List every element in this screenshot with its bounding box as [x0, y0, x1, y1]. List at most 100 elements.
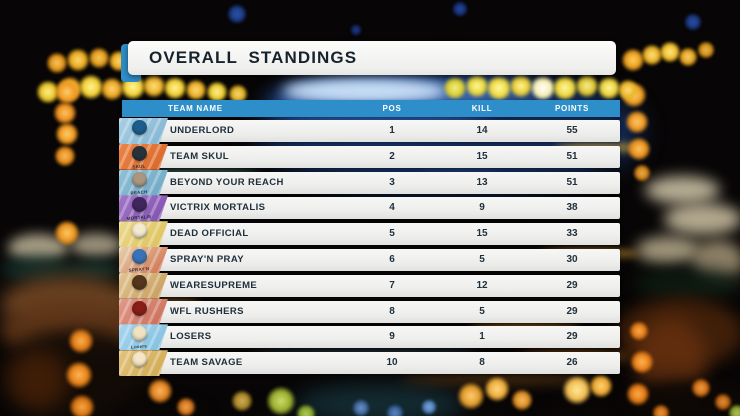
table-row: MORTALIS VICTRIX MORTALIS 4 9 38 — [119, 195, 620, 222]
bokeh-light — [53, 101, 77, 125]
bokeh-light — [486, 75, 512, 101]
team-name: UNDERLORD — [170, 125, 235, 136]
bokeh-light — [65, 361, 93, 389]
stage-light-blob — [68, 260, 122, 280]
bokeh-light — [562, 375, 592, 405]
table-row: DEAD OFFICIAL 5 15 33 — [119, 221, 620, 248]
table-header: TEAM NAME POS KILL POINTS — [122, 100, 620, 117]
column-header-kill: KILL — [471, 104, 493, 113]
table-row: SKUL TEAM SKUL 2 15 51 — [119, 143, 620, 170]
stage-light-blob — [634, 268, 740, 300]
bokeh-light — [54, 79, 80, 105]
team-points: 29 — [566, 279, 578, 291]
bokeh-light — [227, 4, 247, 24]
team-kill: 12 — [476, 279, 488, 291]
stage-light-blob — [450, 80, 540, 102]
bokeh-light — [714, 393, 732, 411]
bokeh-light — [266, 386, 296, 416]
bokeh-light — [69, 394, 95, 416]
team-points: 55 — [566, 125, 578, 136]
team-kill: 15 — [476, 150, 488, 162]
column-header-team-name: TEAM NAME — [168, 104, 223, 113]
team-logo-icon — [132, 120, 147, 135]
stage-light-blob — [664, 203, 740, 235]
stage-light-blob — [618, 298, 740, 368]
team-kill: 15 — [476, 228, 488, 240]
bokeh-light — [697, 41, 715, 59]
team-kill: 9 — [479, 202, 485, 214]
team-kill: 5 — [479, 254, 485, 265]
stage-light-blob — [248, 403, 323, 416]
bokeh-light — [625, 110, 649, 134]
bokeh-light — [457, 382, 485, 410]
team-name: VICTRIX MORTALIS — [170, 202, 266, 214]
stage-light-blob — [428, 399, 513, 416]
bokeh-light — [617, 79, 639, 101]
team-name: BEYOND YOUR REACH — [170, 176, 284, 188]
team-points: 29 — [566, 331, 578, 343]
bokeh-light — [350, 24, 362, 36]
bokeh-light — [629, 321, 649, 341]
bokeh-light — [46, 52, 68, 74]
bokeh-light — [352, 399, 370, 416]
page-title: OVERALL STANDINGS — [149, 48, 358, 67]
table-row: WEARESUPREME 7 12 29 — [119, 272, 620, 299]
table-row: UNDERLORD 1 14 55 — [119, 118, 620, 144]
stage-light-blob — [400, 374, 600, 384]
team-pos: 4 — [389, 202, 395, 214]
stage-light-blob — [8, 234, 68, 262]
team-pos: 3 — [389, 176, 395, 188]
bokeh-light — [659, 41, 681, 63]
bokeh-light — [621, 48, 645, 72]
bokeh-light — [231, 390, 253, 412]
team-logo-icon — [132, 274, 147, 290]
team-logo-badge — [119, 272, 168, 299]
stage-light-blob — [620, 380, 740, 416]
bokeh-light — [626, 382, 650, 406]
bokeh-light — [57, 76, 83, 102]
stage-light-blob — [295, 384, 465, 416]
team-points: 51 — [566, 150, 578, 162]
bokeh-light — [443, 76, 467, 100]
bokeh-light — [36, 80, 60, 104]
team-name: TEAM SKUL — [170, 150, 230, 162]
team-pos: 1 — [389, 125, 395, 136]
bokeh-light — [597, 76, 621, 100]
title-panel: OVERALL STANDINGS — [128, 41, 616, 75]
bokeh-light — [633, 164, 651, 182]
team-points: 30 — [566, 254, 578, 265]
bokeh-light — [627, 137, 651, 161]
team-kill: 1 — [479, 331, 485, 343]
team-logo-icon — [132, 300, 147, 316]
table-row: REACH BEYOND YOUR REACH 3 13 51 — [119, 169, 620, 196]
team-logo-icon — [132, 145, 147, 161]
stage-light-blob — [692, 240, 740, 282]
team-points: 26 — [566, 357, 578, 369]
bokeh-light — [530, 75, 556, 101]
bokeh-light — [652, 404, 670, 416]
bokeh-light — [78, 74, 104, 100]
team-logo-badge — [119, 118, 168, 144]
team-logo-badge: REACH — [119, 169, 168, 196]
column-header-pos: POS — [382, 104, 402, 113]
bokeh-light — [465, 74, 489, 98]
team-pos: 8 — [389, 305, 395, 317]
table-row: SPRAY'N SPRAY'N PRAY 6 5 30 — [119, 247, 620, 273]
stage-light-blob — [330, 401, 395, 416]
team-logo-badge: SPRAY'N — [119, 247, 168, 273]
team-pos: 2 — [389, 150, 395, 162]
team-points: 38 — [566, 202, 578, 214]
bokeh-light — [176, 397, 196, 416]
bokeh-light — [630, 350, 654, 374]
stage-light-blob — [115, 398, 210, 416]
team-name: DEAD OFFICIAL — [170, 228, 249, 240]
bokeh-light — [552, 75, 578, 101]
bokeh-light — [511, 389, 533, 411]
bokeh-light — [421, 399, 437, 415]
team-logo-icon — [132, 249, 147, 264]
stage-light-blob — [70, 233, 122, 257]
bokeh-light — [678, 47, 698, 67]
team-pos: 5 — [389, 228, 395, 240]
team-logo-badge — [119, 350, 168, 377]
